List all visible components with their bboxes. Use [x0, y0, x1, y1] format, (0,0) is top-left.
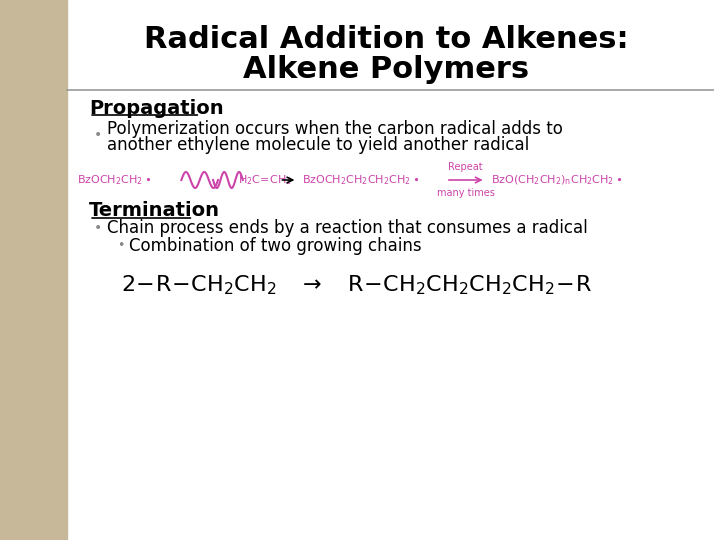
- Text: Combination of two growing chains: Combination of two growing chains: [129, 237, 421, 255]
- Text: Propagation: Propagation: [89, 98, 224, 118]
- Text: Termination: Termination: [89, 200, 220, 219]
- Text: $\rm 2\!-\!R\!-\!CH_2CH_2\ \ \ \rightarrow\ \ \ R\!-\!CH_2CH_2CH_2CH_2\!-\!R$: $\rm 2\!-\!R\!-\!CH_2CH_2\ \ \ \rightarr…: [122, 273, 592, 297]
- Text: Alkene Polymers: Alkene Polymers: [243, 56, 530, 84]
- Text: Chain process ends by a reaction that consumes a radical: Chain process ends by a reaction that co…: [107, 219, 588, 237]
- Text: Polymerization occurs when the carbon radical adds to: Polymerization occurs when the carbon ra…: [107, 120, 563, 138]
- Text: •: •: [94, 128, 102, 142]
- Text: $\rm BzOCH_2CH_2CH_2CH_2\bullet$: $\rm BzOCH_2CH_2CH_2CH_2\bullet$: [302, 173, 420, 187]
- Text: $\rm H_2C\!=\!CH_2$: $\rm H_2C\!=\!CH_2$: [238, 173, 292, 187]
- Text: $\rm BzO(CH_2CH_2)_nCH_2CH_2\bullet$: $\rm BzO(CH_2CH_2)_nCH_2CH_2\bullet$: [490, 173, 622, 187]
- Text: many times: many times: [437, 188, 495, 198]
- Text: •: •: [117, 240, 125, 253]
- Text: •: •: [94, 221, 102, 235]
- Text: Repeat: Repeat: [449, 162, 483, 172]
- Text: another ethylene molecule to yield another radical: another ethylene molecule to yield anoth…: [107, 136, 529, 154]
- Bar: [0, 0, 68, 540]
- Text: $\rm BzOCH_2CH_2\bullet$: $\rm BzOCH_2CH_2\bullet$: [77, 173, 152, 187]
- Text: Radical Addition to Alkenes:: Radical Addition to Alkenes:: [144, 25, 629, 55]
